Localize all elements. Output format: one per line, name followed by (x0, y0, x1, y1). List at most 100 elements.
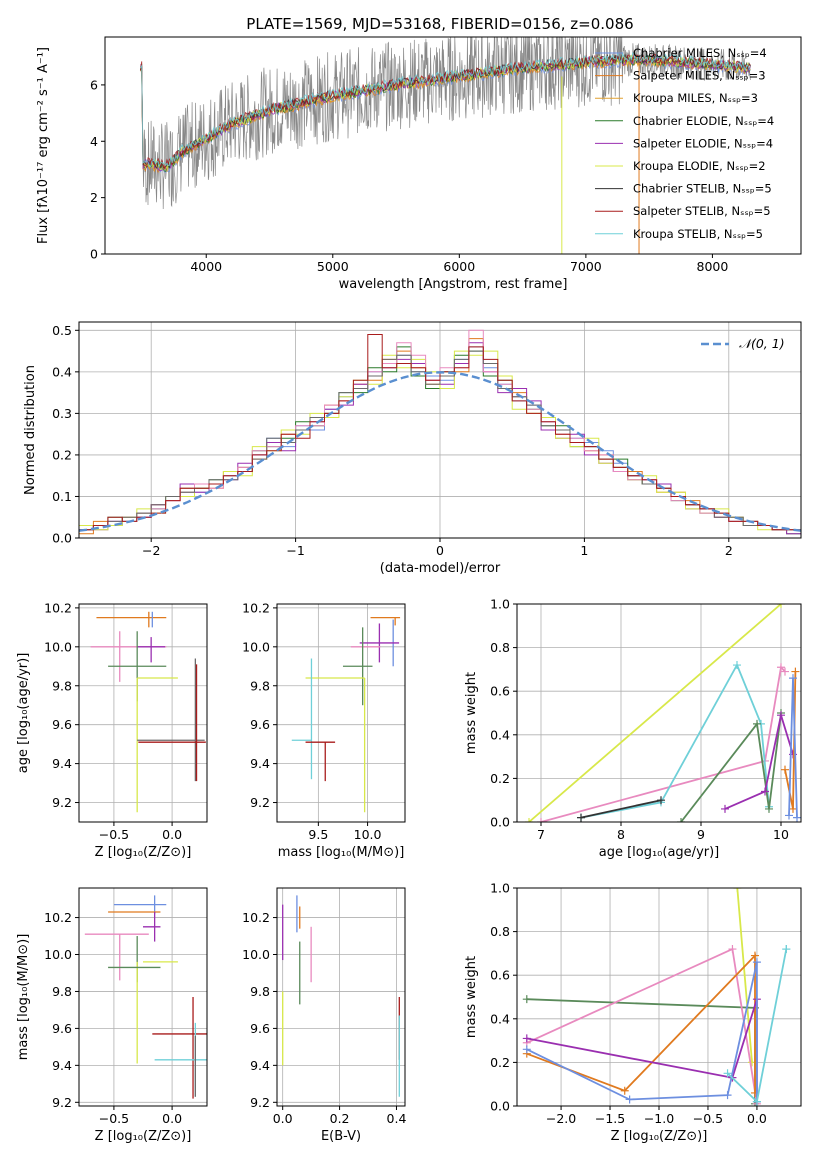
x-tick-label: 0.0 (162, 1111, 182, 1126)
weight-point-marker (733, 888, 742, 892)
plot-area (522, 888, 791, 1106)
y-tick-label: 0.3 (52, 406, 72, 421)
y-tick-label: 0 (90, 247, 98, 262)
mass-weight-vs-metallicity-panel: −2.0 −1.5 −1.0 −0.5 0.0 0.0 0.2 0.4 0.6 0.8 1.0 Z [… (464, 881, 802, 1144)
figure-title: PLATE=1569, MJD=53168, FIBERID=0156, z=0… (246, 15, 633, 33)
y-tick-label: 0.6 (490, 968, 510, 983)
legend-label: Kroupa STELIB, Nₛₛₚ=5 (633, 227, 763, 241)
legend-label: Chabrier STELIB, Nₛₛₚ=5 (633, 182, 772, 196)
weight-point-marker (789, 674, 797, 683)
y-tick-label: 0.8 (490, 640, 510, 655)
x-tick-label: −0.5 (693, 1111, 723, 1126)
y-tick-label: 6 (90, 77, 98, 92)
mass-vs-extinction-panel: 0.0 0.2 0.4 9.2 9.4 9.6 9.8 10.0 10.2 E(B-V) (242, 887, 407, 1144)
weight-point-marker (721, 804, 729, 813)
weight-point-marker (723, 1091, 732, 1100)
plot-area (79, 329, 801, 538)
weight-point-marker (765, 804, 773, 813)
y-tick-label: 10.2 (242, 910, 270, 925)
x-tick-label: −1.0 (644, 1111, 674, 1126)
y-tick-label: 0.0 (490, 1099, 510, 1114)
weight-point-marker (537, 818, 545, 822)
weight-series-line (580, 799, 662, 819)
legend-label: Kroupa ELODIE, Nₛₛₚ=2 (633, 159, 766, 173)
y-tick-label: 9.6 (250, 717, 270, 732)
histogram-series (79, 334, 801, 538)
y-tick-label: 0.0 (52, 531, 72, 546)
residuals-panel: −2 −1 0 1 2 0.0 0.1 0.2 0.3 0.4 0.5 (data-model)/er… (23, 321, 802, 576)
x-tick-label: 4000 (190, 259, 222, 274)
x-tick-label: 0.0 (747, 1111, 767, 1126)
weight-point-marker (777, 604, 785, 608)
x-tick-label: 0.0 (273, 1111, 293, 1126)
x-tick-label: 10.0 (354, 827, 382, 842)
x-tick-label: −0.5 (99, 1111, 129, 1126)
y-tick-label: 0.0 (490, 815, 510, 830)
y-tick-label: 9.6 (250, 1021, 270, 1036)
x-tick-label: 8 (617, 827, 625, 842)
x-tick-label: 7000 (570, 259, 602, 274)
weight-point-marker (777, 711, 785, 720)
x-axis-label: wavelength [Angstrom, rest frame] (339, 277, 568, 292)
y-tick-label: 9.8 (250, 984, 270, 999)
weight-series-line (736, 888, 753, 1063)
weight-point-marker (753, 719, 761, 728)
age-vs-mass-panel: 9.5 10.0 9.2 9.4 9.6 9.8 10.0 10.2 mass [log₁₀(M… (242, 600, 406, 860)
legend-label: Chabrier ELODIE, Nₛₛₚ=4 (633, 114, 774, 128)
weight-point-marker (723, 1069, 732, 1078)
mass-weight-vs-age-panel: 7 8 9 10 0.0 0.2 0.4 0.6 0.8 1.0 age [log₁₀(age/yr… (464, 597, 802, 860)
y-tick-label: 10.0 (242, 639, 270, 654)
y-tick-label: 9.6 (52, 717, 72, 732)
x-tick-label: −1 (286, 543, 304, 558)
y-tick-label: 9.4 (52, 1058, 72, 1073)
y-tick-label: 10.2 (44, 600, 72, 615)
y-tick-label: 0.4 (490, 727, 510, 742)
plot-area (525, 604, 801, 822)
y-axis-label: mass [log₁₀(M/M⊙)] (16, 934, 31, 1061)
y-tick-label: 9.8 (52, 678, 72, 693)
y-tick-label: 9.4 (250, 1058, 270, 1073)
x-tick-label: 2 (725, 543, 733, 558)
weight-point-marker (620, 1086, 629, 1095)
legend-label: Chabrier MILES, Nₛₛₚ=4 (633, 46, 767, 60)
weight-point-marker (781, 667, 789, 676)
x-tick-label: −0.5 (99, 827, 129, 842)
x-tick-label: 7 (537, 827, 545, 842)
y-tick-label: 1.0 (490, 881, 510, 896)
y-tick-label: 0.4 (52, 364, 72, 379)
weight-point-marker (793, 813, 801, 822)
spectrum-panel: 4000 5000 6000 7000 8000 0 2 4 6 wavelength [Angs… (36, 36, 802, 292)
weight-point-marker (750, 951, 759, 960)
weight-point-marker (625, 1095, 634, 1104)
x-axis-label: Z [log₁₀(Z/Z⊙)] (95, 845, 192, 860)
axes-frame (78, 887, 208, 1107)
y-tick-label: 0.4 (490, 1011, 510, 1026)
plot-area (90, 611, 206, 813)
legend-label: Salpeter STELIB, Nₛₛₚ=5 (633, 204, 771, 218)
weight-point-marker (728, 945, 737, 954)
weight-series-line (680, 712, 782, 822)
weight-point-marker (577, 813, 585, 822)
x-tick-label: −2.0 (546, 1111, 576, 1126)
x-tick-label: 8000 (697, 259, 729, 274)
y-tick-label: 9.2 (52, 795, 72, 810)
weight-point-marker (657, 796, 665, 805)
y-axis-label: mass weight (464, 672, 479, 754)
weight-point-marker (677, 818, 685, 822)
legend-label: Kroupa MILES, Nₛₛₚ=3 (633, 91, 758, 105)
x-tick-label: 10 (773, 827, 789, 842)
weight-point-marker (791, 667, 800, 676)
y-tick-label: 10.2 (44, 910, 72, 925)
legend-label: Salpeter ELODIE, Nₛₛₚ=4 (633, 136, 773, 150)
plot-area (84, 895, 207, 1099)
age-vs-metallicity-panel: −0.5 0.0 9.2 9.4 9.6 9.8 10.0 10.2 Z [log₁₀(Z/Z⊙… (16, 600, 208, 860)
x-tick-label: −1.5 (595, 1111, 625, 1126)
x-tick-label: 9 (697, 827, 705, 842)
x-tick-label: 0 (436, 543, 444, 558)
y-tick-label: 0.8 (490, 924, 510, 939)
x-tick-label: 0.4 (387, 1111, 407, 1126)
weight-point-marker (522, 1045, 531, 1054)
y-tick-label: 0.2 (52, 447, 72, 462)
x-tick-label: 9.5 (308, 827, 328, 842)
